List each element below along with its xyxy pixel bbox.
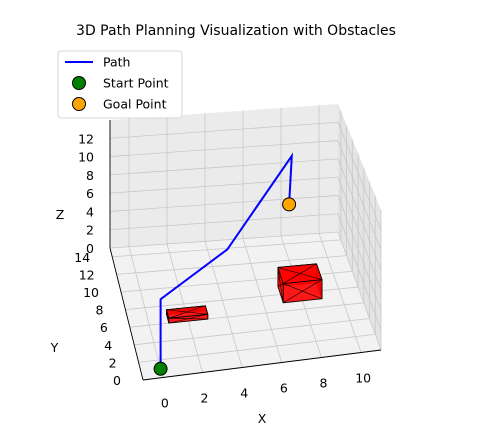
grid-line-y-floor <box>134 318 370 346</box>
legend-entry-label: Path <box>103 55 130 70</box>
z-tick-label: 2 <box>86 223 94 238</box>
y-axis-line <box>109 247 144 381</box>
side-pane <box>338 104 381 350</box>
axis-lines <box>109 120 382 381</box>
legend-box <box>57 50 183 119</box>
grid-line-z-side <box>337 177 382 291</box>
y-tick-label: 8 <box>95 303 103 318</box>
z-axis-label: Z <box>56 207 65 222</box>
obstacle-face-edge <box>283 283 323 300</box>
obstacles <box>165 263 323 324</box>
y-tick-label: 12 <box>79 267 95 282</box>
grid-line-y-floor <box>138 333 376 363</box>
legend: Path Start Point Goal Point <box>57 50 183 119</box>
back-pane <box>110 104 338 248</box>
x-tick-label: 8 <box>320 376 328 391</box>
y-axis-label: Y <box>50 340 59 355</box>
z-tick-label: 12 <box>78 131 94 146</box>
y-tick-label: 0 <box>113 373 121 388</box>
x-tick-label: 6 <box>280 381 288 396</box>
y-tick-label: 14 <box>74 250 90 265</box>
grid-line-z-side <box>337 213 382 331</box>
grid-line-z-back <box>109 158 339 176</box>
legend-entry-label: Goal Point <box>103 97 167 112</box>
z-tick-label: 4 <box>86 204 94 219</box>
grid-line-x-floor <box>242 238 283 363</box>
z-tick-label: 0 <box>86 241 94 256</box>
grid-line-z-back <box>109 140 339 157</box>
goal-point-marker <box>282 197 297 212</box>
x-axis-line <box>142 349 382 381</box>
obstacle-box <box>277 263 323 304</box>
grid-line-z-side <box>337 122 382 231</box>
x-tick-label: 2 <box>201 391 209 406</box>
grid-line-z-back <box>109 176 339 194</box>
path-line <box>159 152 293 369</box>
obstacle-box <box>165 305 209 324</box>
y-tick-label: 2 <box>109 355 117 370</box>
point-markers <box>153 197 297 376</box>
z-tick-label: 6 <box>86 186 94 201</box>
obstacle-face-edge <box>166 309 208 315</box>
obstacle-face-edge <box>277 267 323 280</box>
grid-line-x-floor <box>318 233 362 353</box>
y-tick-label: 10 <box>83 285 99 300</box>
legend-marker-swatch <box>72 97 86 111</box>
legend-marker-swatch <box>72 76 86 90</box>
grid-line-z-back <box>109 213 339 231</box>
obstacle-face-edge <box>168 318 208 320</box>
grid-line-z-back <box>109 231 339 249</box>
grid-line-y-floor <box>112 239 341 258</box>
start-point-marker <box>153 361 168 376</box>
grid-line-y-floor <box>116 255 347 275</box>
x-tick-label: 10 <box>355 371 371 386</box>
grid-line-z-back <box>109 121 339 139</box>
grid-line-z-side <box>337 195 382 311</box>
obstacle-face-edge <box>277 283 284 287</box>
path-series <box>159 152 293 369</box>
x-tick-label: 4 <box>240 386 248 401</box>
grid-line-z-back <box>109 195 339 212</box>
y-tick-label: 6 <box>100 320 108 335</box>
x-axis-label: X <box>258 411 267 426</box>
grid-line-z-side <box>337 158 382 271</box>
grid-line-z-side <box>337 231 382 351</box>
x-tick-label: 0 <box>161 396 169 411</box>
chart-title: 3D Path Planning Visualization with Obst… <box>76 23 396 39</box>
legend-entry-label: Start Point <box>103 76 169 91</box>
grid-line-x-floor <box>128 246 164 378</box>
z-tick-label: 8 <box>86 168 94 183</box>
y-tick-label: 4 <box>104 338 112 353</box>
grid-line-z-side <box>337 140 382 251</box>
z-tick-label: 10 <box>78 150 94 165</box>
